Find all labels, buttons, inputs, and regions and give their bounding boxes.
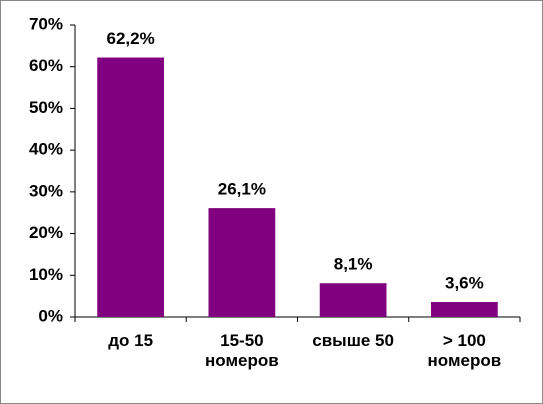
y-tick-label: 0% (38, 306, 63, 325)
x-tick-label: до 15 (108, 331, 154, 350)
y-tick-label: 60% (29, 56, 63, 75)
y-tick-label: 50% (29, 98, 63, 117)
value-label: 62,2% (107, 29, 155, 48)
bar (319, 283, 387, 317)
bar (431, 301, 498, 317)
y-tick-label: 20% (29, 223, 63, 242)
bar (208, 208, 276, 317)
value-label: 26,1% (218, 180, 266, 199)
y-tick-label: 30% (29, 181, 63, 200)
x-tick-label: 15-50 номеров (205, 331, 279, 370)
y-tick-label: 10% (29, 265, 63, 284)
x-tick-label: > 100 номеров (427, 331, 502, 370)
y-tick-label: 40% (29, 140, 63, 159)
bar (97, 57, 164, 318)
value-label: 3,6% (445, 273, 484, 292)
x-tick-label: свыше 50 (312, 331, 394, 350)
value-label: 8,1% (334, 255, 373, 274)
y-tick-label: 70% (29, 14, 63, 33)
